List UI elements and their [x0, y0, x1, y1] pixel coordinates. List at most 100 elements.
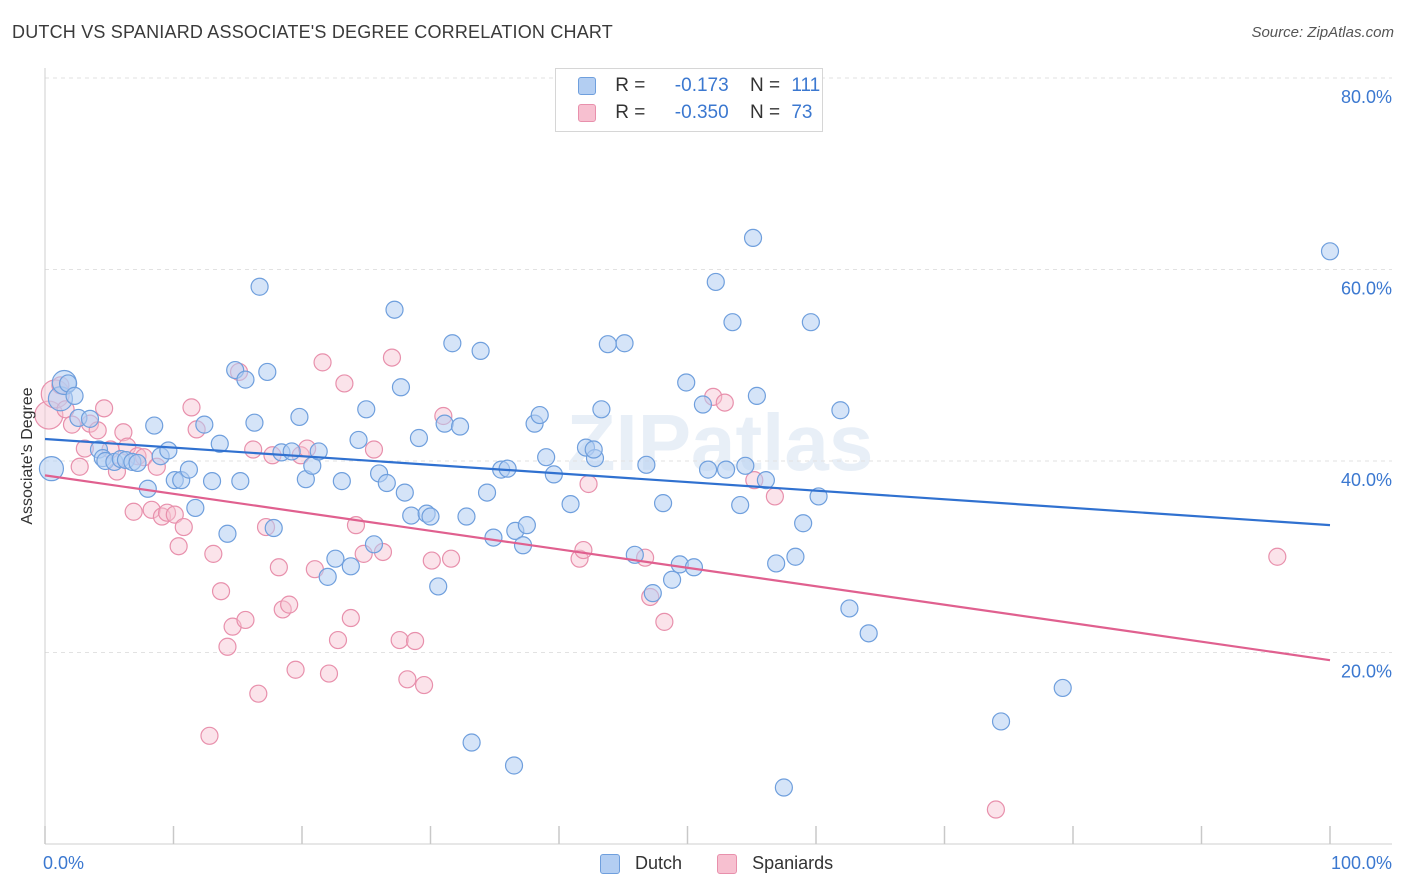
- dutch-point: [504, 756, 524, 775]
- dutch-point: [561, 494, 580, 514]
- dutch-point: [756, 471, 775, 490]
- dutch-point: [245, 413, 264, 432]
- legend-item-spaniards[interactable]: Spaniards: [717, 852, 833, 874]
- spaniards-point: [70, 457, 89, 476]
- dutch-point: [377, 473, 396, 493]
- dutch-point: [537, 448, 556, 467]
- dutch-point: [326, 549, 345, 568]
- spaniards-point: [414, 675, 434, 695]
- grid-lines: [45, 77, 1392, 653]
- dutch-swatch: [578, 77, 596, 95]
- dutch-point: [794, 514, 813, 533]
- dutch-point: [258, 362, 277, 382]
- spaniards-point: [95, 399, 114, 418]
- spaniards-point: [405, 631, 425, 651]
- stats-row-spaniards: R = -0.350 N = 73: [578, 102, 812, 126]
- spaniards-point: [319, 664, 339, 683]
- dutch-point: [677, 373, 696, 392]
- spaniards-point: [218, 637, 237, 656]
- dutch-point: [471, 341, 490, 360]
- tick-labels: 20.0% 40.0% 60.0% 80.0% 0.0% 100.0%: [43, 87, 1392, 873]
- dutch-point: [429, 577, 448, 596]
- trend-lines: [44, 437, 1331, 662]
- dutch-point: [202, 472, 222, 491]
- dutch-point: [747, 386, 766, 405]
- legend-item-dutch[interactable]: Dutch: [600, 852, 682, 874]
- dutch-point: [831, 401, 850, 420]
- dutch-point: [80, 409, 100, 428]
- dutch-point: [409, 428, 429, 448]
- dutch-point: [693, 395, 713, 414]
- spaniards-point: [249, 684, 268, 703]
- axes: [44, 68, 1392, 845]
- dutch-point: [736, 456, 755, 475]
- dutch-point: [145, 416, 164, 435]
- dutch-point: [530, 405, 549, 425]
- dutch-point: [341, 557, 360, 576]
- dutch-point: [774, 778, 793, 797]
- spaniards-point: [579, 474, 598, 494]
- dutch-point: [443, 334, 462, 353]
- spaniards-point: [114, 423, 133, 442]
- dutch-points: [38, 228, 1340, 797]
- dutch-point: [1053, 678, 1072, 698]
- dutch-point: [435, 414, 454, 433]
- r-label: R =: [615, 75, 646, 96]
- dutch-trend-line: [44, 437, 1331, 527]
- spaniards-point: [398, 670, 417, 689]
- spaniards-point: [986, 800, 1006, 819]
- spaniards-swatch: [578, 104, 596, 122]
- spaniards-point: [236, 610, 255, 630]
- dutch-point: [231, 472, 250, 491]
- dutch-point: [457, 507, 476, 526]
- spaniards-point: [165, 505, 184, 524]
- spaniards-point: [211, 582, 231, 601]
- source-label: Source: ZipAtlas.com: [1251, 24, 1394, 41]
- dutch-point: [349, 430, 368, 450]
- spaniards-point: [328, 630, 348, 650]
- dutch-point: [236, 370, 255, 389]
- r-value: -0.173: [674, 75, 729, 96]
- dutch-point: [421, 507, 440, 526]
- dutch-point: [250, 277, 269, 296]
- dutch-point: [615, 334, 634, 353]
- spaniards-point: [422, 551, 441, 570]
- dutch-point: [391, 378, 411, 397]
- dutch-point: [179, 460, 199, 479]
- dutch-point: [65, 386, 84, 405]
- spaniards-point: [142, 500, 161, 519]
- dutch-legend-swatch: [600, 853, 620, 874]
- spaniards-point: [765, 487, 784, 506]
- dutch-point: [643, 584, 662, 603]
- dutch-point: [653, 494, 673, 513]
- y-tick-label: 60.0%: [1341, 279, 1392, 299]
- spaniards-point: [574, 540, 593, 560]
- dutch-point: [786, 547, 805, 566]
- dutch-point: [402, 506, 421, 525]
- dutch-point: [450, 417, 470, 436]
- dutch-point: [318, 567, 337, 586]
- n-value: 73: [791, 102, 813, 123]
- n-value: 111: [791, 75, 821, 96]
- dutch-point: [637, 455, 656, 474]
- spaniards-point: [124, 502, 143, 521]
- dutch-point: [592, 400, 611, 419]
- spaniards-legend-swatch: [717, 853, 738, 874]
- dutch-point: [195, 415, 214, 434]
- dutch-point: [991, 712, 1011, 731]
- spaniards-point: [174, 517, 193, 537]
- dutch-point: [332, 472, 351, 491]
- spaniards-point: [390, 630, 409, 650]
- dutch-point: [859, 624, 878, 643]
- dutch-point: [731, 495, 750, 515]
- dutch-point: [801, 313, 820, 332]
- spaniards-point: [313, 353, 332, 372]
- x-tick-label: 100.0%: [1331, 853, 1392, 873]
- spaniards-point: [182, 398, 201, 417]
- spaniards-point: [169, 537, 188, 556]
- spaniards-point: [341, 608, 360, 628]
- spaniards-point: [335, 374, 354, 393]
- spaniards-point: [382, 348, 402, 367]
- spaniards-point: [244, 440, 263, 459]
